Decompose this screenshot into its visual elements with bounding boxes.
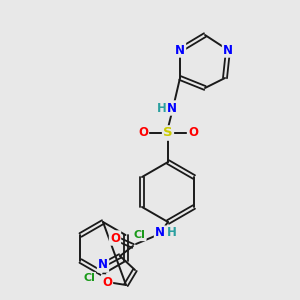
Text: H: H <box>167 226 177 239</box>
Text: Cl: Cl <box>134 230 146 240</box>
Text: O: O <box>138 127 148 140</box>
Text: O: O <box>110 232 120 244</box>
Text: Cl: Cl <box>83 273 95 283</box>
Text: N: N <box>167 101 177 115</box>
Text: N: N <box>175 44 185 56</box>
Text: N: N <box>98 259 108 272</box>
Text: H: H <box>157 101 167 115</box>
Text: S: S <box>163 127 173 140</box>
Text: O: O <box>188 127 198 140</box>
Text: N: N <box>155 226 165 239</box>
Text: O: O <box>102 275 112 289</box>
Text: N: N <box>223 44 233 56</box>
